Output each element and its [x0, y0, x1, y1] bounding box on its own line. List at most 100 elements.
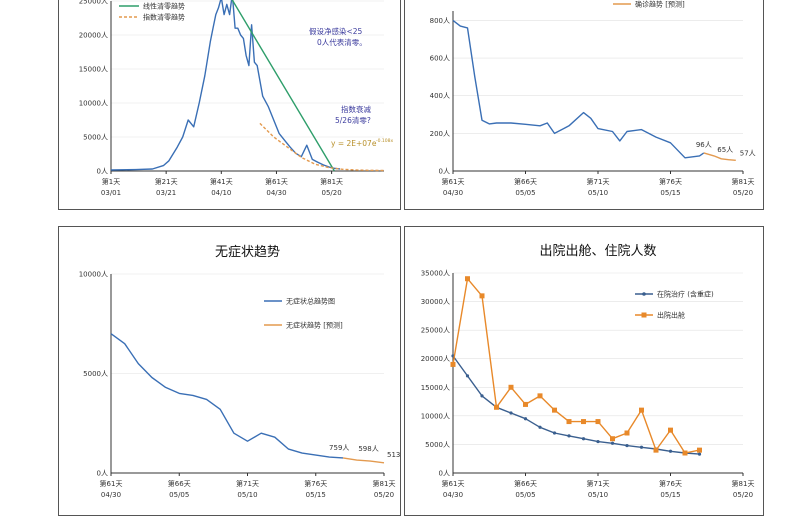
- x-tick-date: 05/10: [588, 491, 608, 499]
- x-tick-label: 第81天: [320, 177, 343, 186]
- y-tick-label: 600人: [430, 55, 450, 63]
- chart-title: 出院出舱、住院人数: [539, 244, 656, 259]
- y-tick-label: 30000人: [421, 298, 450, 306]
- data-label: 513人: [387, 451, 401, 459]
- chart-panel-asymptomatic: 无症状趋势 0人 5000人 10000人 第61天 04/30 第66天 05/05 第71天…: [58, 226, 401, 516]
- data-label: 65人: [717, 146, 733, 154]
- series-point: [479, 293, 485, 299]
- x-tick-label: 第61天: [442, 479, 465, 488]
- series-point: [596, 439, 600, 444]
- x-tick-label: 第1天: [102, 177, 120, 186]
- series-point: [523, 401, 528, 407]
- legend-label: 无症状趋势 [预测]: [286, 321, 343, 330]
- y-tick-label: 20000人: [421, 355, 450, 363]
- series-line-0: [452, 355, 700, 455]
- x-tick-date: 05/05: [169, 491, 189, 499]
- series-line-0: [452, 19, 705, 159]
- series-point: [668, 427, 673, 433]
- y-tick-label: 15000人: [421, 384, 450, 392]
- series-point: [581, 437, 586, 441]
- legend-marker: [641, 312, 647, 318]
- x-tick-date: 05/05: [515, 491, 535, 499]
- series-point: [610, 441, 615, 445]
- y-tick-label: 200人: [430, 130, 450, 138]
- x-tick-label: 第81天: [732, 177, 755, 186]
- series-point: [494, 404, 499, 410]
- y-tick-label: 0人: [439, 168, 450, 176]
- series-point: [567, 434, 571, 438]
- legend-label: 在院治疗 (含重症): [657, 290, 714, 299]
- legend-marker: [642, 292, 646, 296]
- x-tick-label: 第81天: [732, 479, 755, 488]
- annotation-formula: y = 2E+07e: [331, 139, 377, 148]
- x-tick-date: 05/10: [237, 491, 257, 499]
- series-point: [639, 445, 644, 449]
- x-tick-date: 05/20: [322, 189, 342, 197]
- data-label: 598人: [358, 445, 378, 453]
- annotation-exp: 指数衰减: [341, 104, 371, 114]
- data-label: 96人: [696, 141, 712, 149]
- x-tick-label: 第71天: [236, 479, 259, 488]
- series-point: [668, 449, 673, 453]
- y-tick-label: 5000人: [83, 370, 108, 378]
- chart-panel-total-cases: 0人 5000人 10000人 15000人 20000人 25000人 第1天 03/01 第…: [58, 0, 401, 210]
- y-tick-label: 5000人: [425, 441, 450, 449]
- chart-hospital: 出院出舱、住院人数 0人 5000人 10000人 15000人 20000人 25000人…: [421, 244, 755, 499]
- series-point: [610, 436, 615, 442]
- x-tick-label: 第71天: [587, 177, 610, 186]
- series-line-2: [259, 122, 385, 172]
- x-tick-label: 第66天: [514, 177, 537, 186]
- annotation-exp-2: 5/26清零?: [335, 115, 371, 125]
- x-tick-date: 05/20: [733, 491, 753, 499]
- x-tick-label: 第71天: [587, 479, 610, 488]
- legend-label: 无症状总趋势图: [286, 297, 335, 306]
- y-tick-label: 35000人: [421, 270, 450, 278]
- y-tick-label: 0人: [97, 168, 108, 176]
- series-point: [552, 407, 557, 413]
- x-tick-label: 第66天: [514, 479, 537, 488]
- x-tick-date: 05/15: [306, 491, 326, 499]
- series-point: [480, 394, 484, 398]
- series-point: [639, 407, 644, 413]
- series-point: [465, 374, 470, 378]
- x-tick-label: 第81天: [373, 479, 396, 488]
- data-label: 57人: [740, 149, 756, 157]
- x-tick-label: 第61天: [442, 177, 465, 186]
- x-tick-label: 第61天: [265, 177, 288, 186]
- chart-title: 无症状趋势: [215, 244, 280, 260]
- data-label: 759人: [329, 444, 349, 452]
- x-tick-date: 05/20: [374, 491, 394, 499]
- legend-label: 线性清零趋势: [143, 2, 185, 11]
- x-tick-date: 04/30: [101, 491, 121, 499]
- x-tick-label: 第76天: [659, 177, 682, 186]
- series-point: [653, 447, 659, 453]
- legend-label: 出院出舱: [657, 311, 685, 320]
- series-point: [595, 419, 601, 425]
- x-tick-date: 05/20: [733, 189, 753, 197]
- legend-label: 指数清零趋势: [143, 13, 185, 22]
- series-point: [537, 393, 543, 399]
- y-tick-label: 800人: [430, 17, 450, 25]
- series-point: [697, 452, 702, 456]
- x-tick-date: 04/10: [211, 189, 231, 197]
- y-tick-label: 10000人: [79, 100, 108, 108]
- series-point: [682, 450, 688, 456]
- y-tick-label: 10000人: [421, 412, 450, 420]
- x-tick-label: 第76天: [304, 479, 327, 488]
- series-point: [538, 425, 542, 429]
- series-point: [450, 361, 456, 367]
- y-tick-label: 0人: [439, 470, 450, 478]
- series-line-1: [231, 0, 336, 172]
- x-tick-date: 04/30: [443, 491, 463, 499]
- x-tick-date: 05/10: [588, 189, 608, 197]
- series-line-0: [110, 0, 340, 171]
- x-tick-label: 第41天: [210, 177, 233, 186]
- series-line-0: [110, 333, 344, 459]
- y-tick-label: 25000人: [79, 0, 108, 6]
- chart-panel-hospital: 出院出舱、住院人数 0人 5000人 10000人 15000人 20000人 25000人…: [404, 226, 764, 516]
- series-point: [552, 431, 557, 435]
- y-tick-label: 10000人: [79, 271, 108, 279]
